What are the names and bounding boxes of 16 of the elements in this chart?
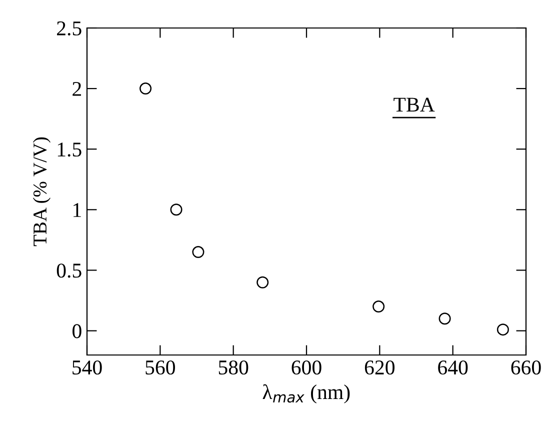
- x-tick-label: 620: [364, 360, 394, 375]
- y-tick-label: 2.5: [57, 21, 82, 36]
- x-axis-title: λ$_{max}$ (nm): [262, 384, 350, 404]
- y-tick-label: 2: [72, 82, 81, 96]
- annotation: TBA: [394, 98, 435, 112]
- y-axis-title: TBA (% V/V): [32, 137, 51, 246]
- x-tick-label: 540: [72, 360, 102, 375]
- y-tick-label: 0: [72, 324, 82, 338]
- x-tick-label: 560: [146, 360, 175, 375]
- x-tick-label: 600: [292, 360, 322, 375]
- x-tick-label: 660: [511, 360, 541, 375]
- y-tick-label: 0.5: [56, 264, 82, 278]
- x-tick-label: 580: [218, 360, 248, 375]
- y-tick-label: 1: [74, 203, 81, 217]
- y-tick-label: 1.5: [58, 142, 82, 157]
- x-tick-label: 640: [438, 360, 468, 375]
